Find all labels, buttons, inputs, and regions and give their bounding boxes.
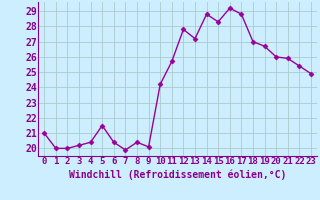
- X-axis label: Windchill (Refroidissement éolien,°C): Windchill (Refroidissement éolien,°C): [69, 169, 286, 180]
